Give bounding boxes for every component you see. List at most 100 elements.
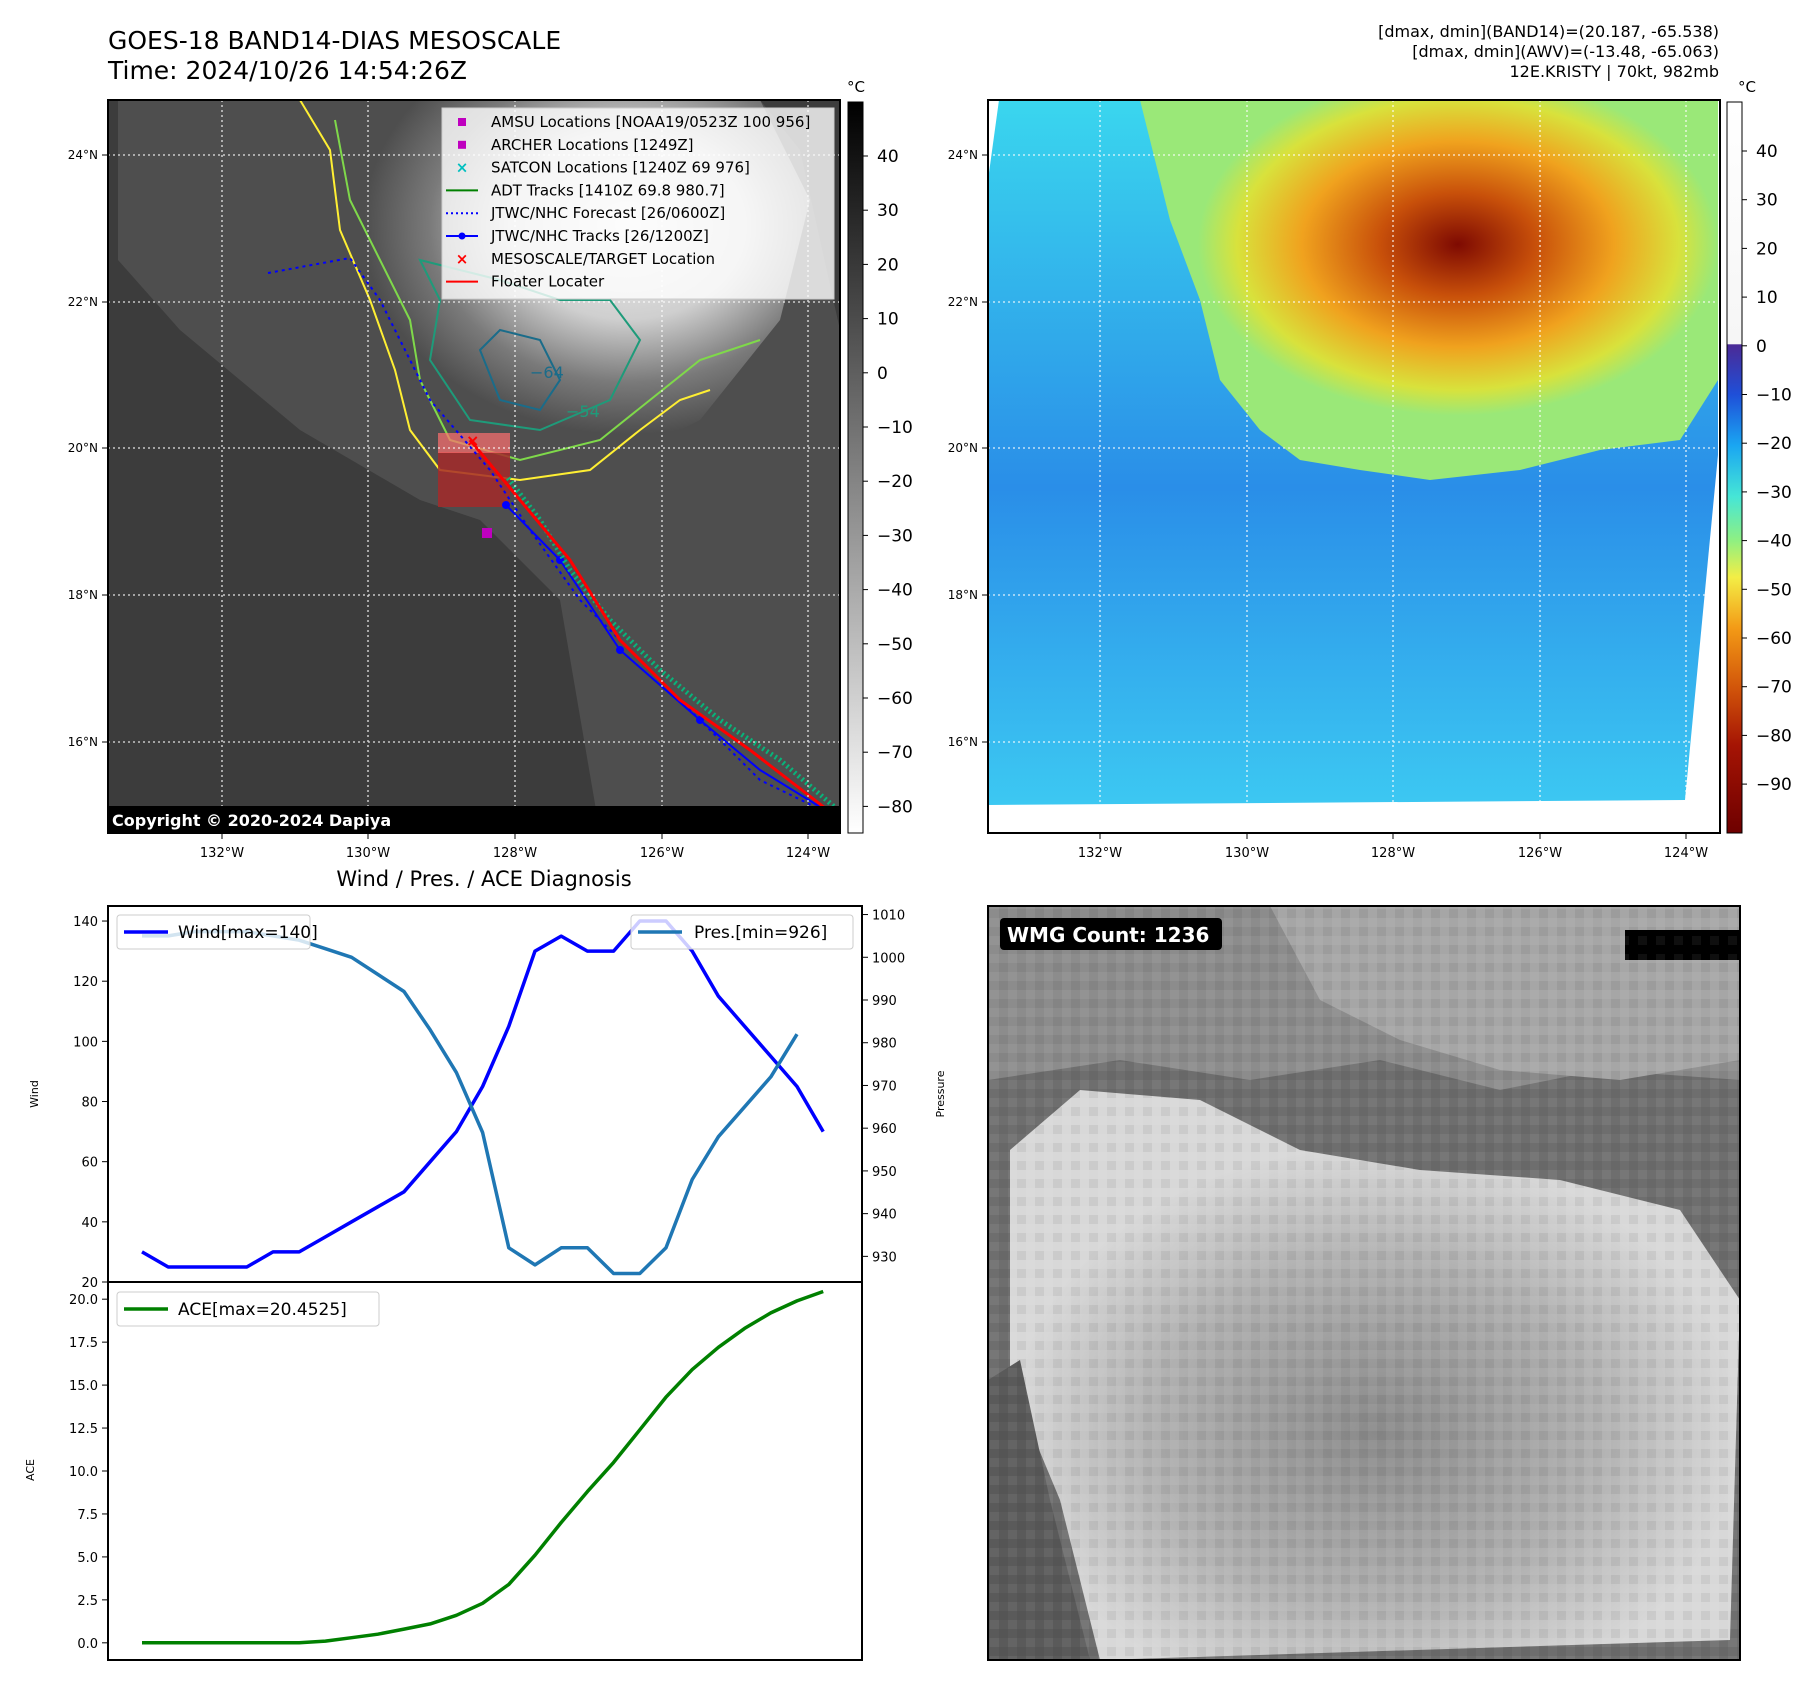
ace-ytick-label: 20.0 (69, 1293, 98, 1308)
ir-lon-tick-label: 130°W (346, 846, 390, 861)
ir-lat-tick-label: 24°N (68, 148, 98, 162)
dias-lon-tick-label: 124°W (1664, 846, 1708, 861)
ace-chart: 0.0 2.5 5.0 7.5 10.0 12.5 15.0 17.5 20.0 ACE[max=… (69, 1289, 824, 1652)
best-track-point (616, 646, 624, 654)
dias-colorbar-tick-label: −80 (1756, 726, 1792, 746)
ir-colorbar-tick-label: 20 (877, 255, 899, 275)
ir-colorbar: °C 40 30 20 10 0 −10 −20 −30 −40 −50 −60 −70 −80 (847, 78, 913, 834)
target-marker: × (466, 431, 479, 450)
copyright-strip (108, 806, 840, 833)
best-track (505, 504, 839, 819)
dias-colorbar-tick-label: −40 (1756, 532, 1792, 552)
dias-colorbar-tick-label: −30 (1756, 483, 1792, 503)
dias-colorbar-tick-label: −90 (1756, 775, 1792, 795)
dias-colorbar-tick-label: −20 (1756, 434, 1792, 454)
wind-legend-box (116, 914, 311, 950)
contour-blue (478, 328, 562, 412)
ir-lon-tick-label: 132°W (200, 846, 244, 861)
chart-title: GOES-18 BAND14-DIAS MESOSCALE Time: 2024… (108, 26, 561, 86)
ace-ytick-label: 0.0 (77, 1637, 98, 1652)
dias-lon-tick-label: 130°W (1225, 846, 1269, 861)
wind-series-line (141, 919, 825, 1269)
ir-colorbar-tick-label: −40 (877, 581, 913, 601)
best-track-point (502, 501, 510, 509)
wind-axis-label: Wind (28, 1080, 41, 1108)
dias-colorbar-tick-label: −50 (1756, 580, 1792, 600)
pressure-legend-label: Pres.[min=926] (694, 923, 827, 943)
dias-lat-ticks: 24°N 22°N 20°N 18°N 16°N (948, 148, 988, 749)
wind-ytick-label: 100 (73, 1035, 98, 1050)
ace-ytick-label: 5.0 (77, 1551, 98, 1566)
dias-lon-tick-label: 126°W (1518, 846, 1562, 861)
ace-axis-label: ACE (24, 1459, 37, 1481)
pressure-ytick-label: 970 (872, 1079, 897, 1094)
dias-colorbar-tick-label: −10 (1756, 386, 1792, 406)
pressure-ytick-label: 950 (872, 1165, 897, 1180)
forecast-track (267, 256, 839, 819)
title-line-1: GOES-18 BAND14-DIAS MESOSCALE (108, 26, 562, 55)
ir-colorbar-tick-label: −50 (877, 635, 913, 655)
archer-location-marker (482, 528, 492, 538)
ir-lat-tick-label: 18°N (68, 588, 98, 602)
info-block: [dmax, dmin](BAND14)=(20.187, -65.538) [… (1378, 22, 1719, 82)
ace-ytick-label: 12.5 (69, 1422, 98, 1437)
ir-colorbar-tick-label: −60 (877, 689, 913, 709)
dias-colorbar-tick-label: 40 (1756, 142, 1778, 162)
dias-lon-ticks: 132°W 130°W 128°W 126°W 124°W (1078, 833, 1708, 861)
ir-map-frame (107, 99, 841, 834)
dias-colorbar-ticks: 40 30 20 10 0 −10 −20 −30 −40 −50 −60 −70 −80 −90 (1742, 142, 1792, 795)
wmg-panel: WMG Count: 1236 (987, 905, 1741, 1661)
wmg-count-badge (1000, 918, 1222, 950)
wmg-count-label: WMG Count: 1236 (1007, 923, 1209, 947)
ace-series-line (142, 1289, 824, 1645)
ir-colorbar-unit: °C (847, 78, 865, 96)
pressure-ytick-label: 930 (872, 1250, 897, 1265)
ir-colorbar-tick-label: −30 (877, 526, 913, 546)
dias-lat-tick-label: 16°N (948, 735, 978, 749)
dias-colorbar-tick-label: −70 (1756, 678, 1792, 698)
wind-chart-title: Wind / Pres. / ACE Diagnosis (336, 867, 631, 891)
wind-ytick-label: 140 (73, 915, 98, 930)
legend-label: Floater Locater (491, 273, 605, 291)
pressure-ytick-label: 1010 (872, 909, 905, 924)
map-legend: AMSU Locations [NOAA19/0523Z 100 956] ARC… (441, 107, 835, 300)
legend-label: SATCON Locations [1240Z 69 976] (491, 159, 750, 177)
wind-legend-label: Wind[max=140] (178, 923, 318, 943)
dias-colorbar-tick-label: 20 (1756, 239, 1778, 259)
ace-ytick-label: 15.0 (69, 1379, 98, 1394)
wmg-frame (987, 905, 1741, 1661)
ir-map-panel: −64 −54 × (107, 99, 841, 834)
ace-legend-label: ACE[max=20.4525] (178, 1300, 347, 1320)
ir-lon-ticks: 132°W 130°W 128°W 126°W 124°W (200, 833, 830, 861)
ir-colorbar-tick-label: 10 (877, 310, 899, 330)
wind-ytick-label: 20 (81, 1276, 98, 1291)
dias-colorbar-tick-label: 30 (1756, 191, 1778, 211)
ir-colorbar-ticks: 40 30 20 10 0 −10 −20 −30 −40 −50 −60 −70 −80 (863, 147, 913, 817)
ir-colorbar-bar (847, 101, 864, 834)
copyright: Copyright © 2020-2024 Dapiya (112, 811, 391, 830)
pressure-ytick-label: 980 (872, 1037, 897, 1052)
pressure-ytick-label: 960 (872, 1122, 897, 1137)
wind-ytick-label: 40 (81, 1216, 98, 1231)
ir-colorbar-tick-label: 0 (877, 364, 888, 384)
ir-lon-tick-label: 124°W (786, 846, 830, 861)
dias-lon-tick-label: 132°W (1078, 846, 1122, 861)
pressure-legend-box (630, 914, 854, 950)
ace-ytick-label: 7.5 (77, 1508, 98, 1523)
dias-map-frame (987, 99, 1721, 834)
title-line-2: Time: 2024/10/26 14:54:26Z (108, 56, 467, 85)
legend-box (441, 107, 835, 300)
info-line-2: [dmax, dmin](AWV)=(-13.48, -65.063) (1412, 42, 1719, 61)
legend-label: JTWC/NHC Tracks [26/1200Z] (490, 227, 709, 245)
ir-lon-tick-label: 126°W (640, 846, 684, 861)
wmg-pixel-texture (988, 906, 1740, 1660)
dias-lon-tick-label: 128°W (1371, 846, 1415, 861)
legend-label: JTWC/NHC Forecast [26/0600Z] (490, 204, 725, 222)
ir-lat-ticks: 24°N 22°N 20°N 18°N 16°N (68, 148, 108, 749)
legend-marker: × (456, 250, 469, 268)
pressure-axis-label: Pressure (934, 1070, 947, 1117)
floater-track (468, 439, 839, 820)
dias-lat-tick-label: 24°N (948, 148, 978, 162)
pressure-ytick-label: 990 (872, 994, 897, 1009)
dias-colorbar-tick-label: −60 (1756, 629, 1792, 649)
